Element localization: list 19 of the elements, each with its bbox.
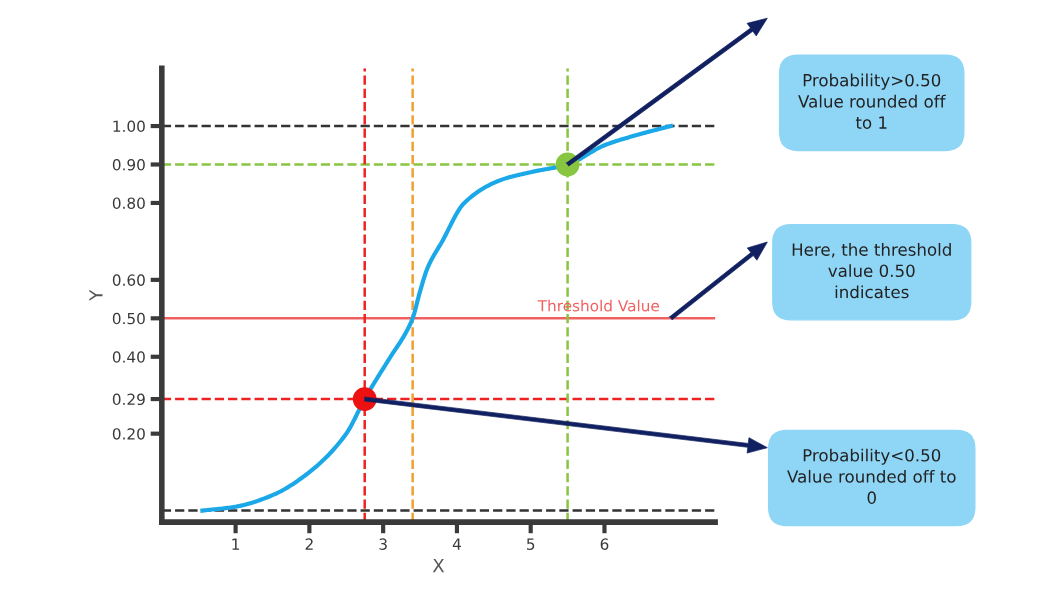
text: Probability<0.50 Value rounded off to 0	[787, 448, 956, 504]
x-tick-label: 2	[305, 538, 313, 550]
x-tick-label: 5	[527, 538, 535, 550]
y-tick-label: 0.90	[112, 158, 145, 171]
x-tick-label: 3	[379, 538, 387, 550]
x-tick-label: 6	[600, 538, 609, 550]
y-axis-title: Y	[89, 289, 103, 301]
text: Probability>0.50 Value rounded off to 1	[798, 73, 946, 129]
x-tick-label: 4	[452, 538, 461, 550]
x-axis-title: X	[432, 558, 445, 573]
y-tick-label: 0.40	[112, 351, 145, 363]
y-tick-label: 0.29	[112, 393, 145, 406]
y-tick-label: 0.80	[112, 197, 145, 209]
y-tick-label: 0.60	[112, 274, 145, 286]
y-tick-label: 0.50	[112, 312, 145, 325]
y-tick-label: 0.20	[112, 428, 145, 440]
x-tick-label: 1	[232, 538, 240, 550]
text: Here, the threshold value 0.50 indicates	[792, 242, 951, 299]
y-tick-label: 1.00	[113, 120, 145, 133]
